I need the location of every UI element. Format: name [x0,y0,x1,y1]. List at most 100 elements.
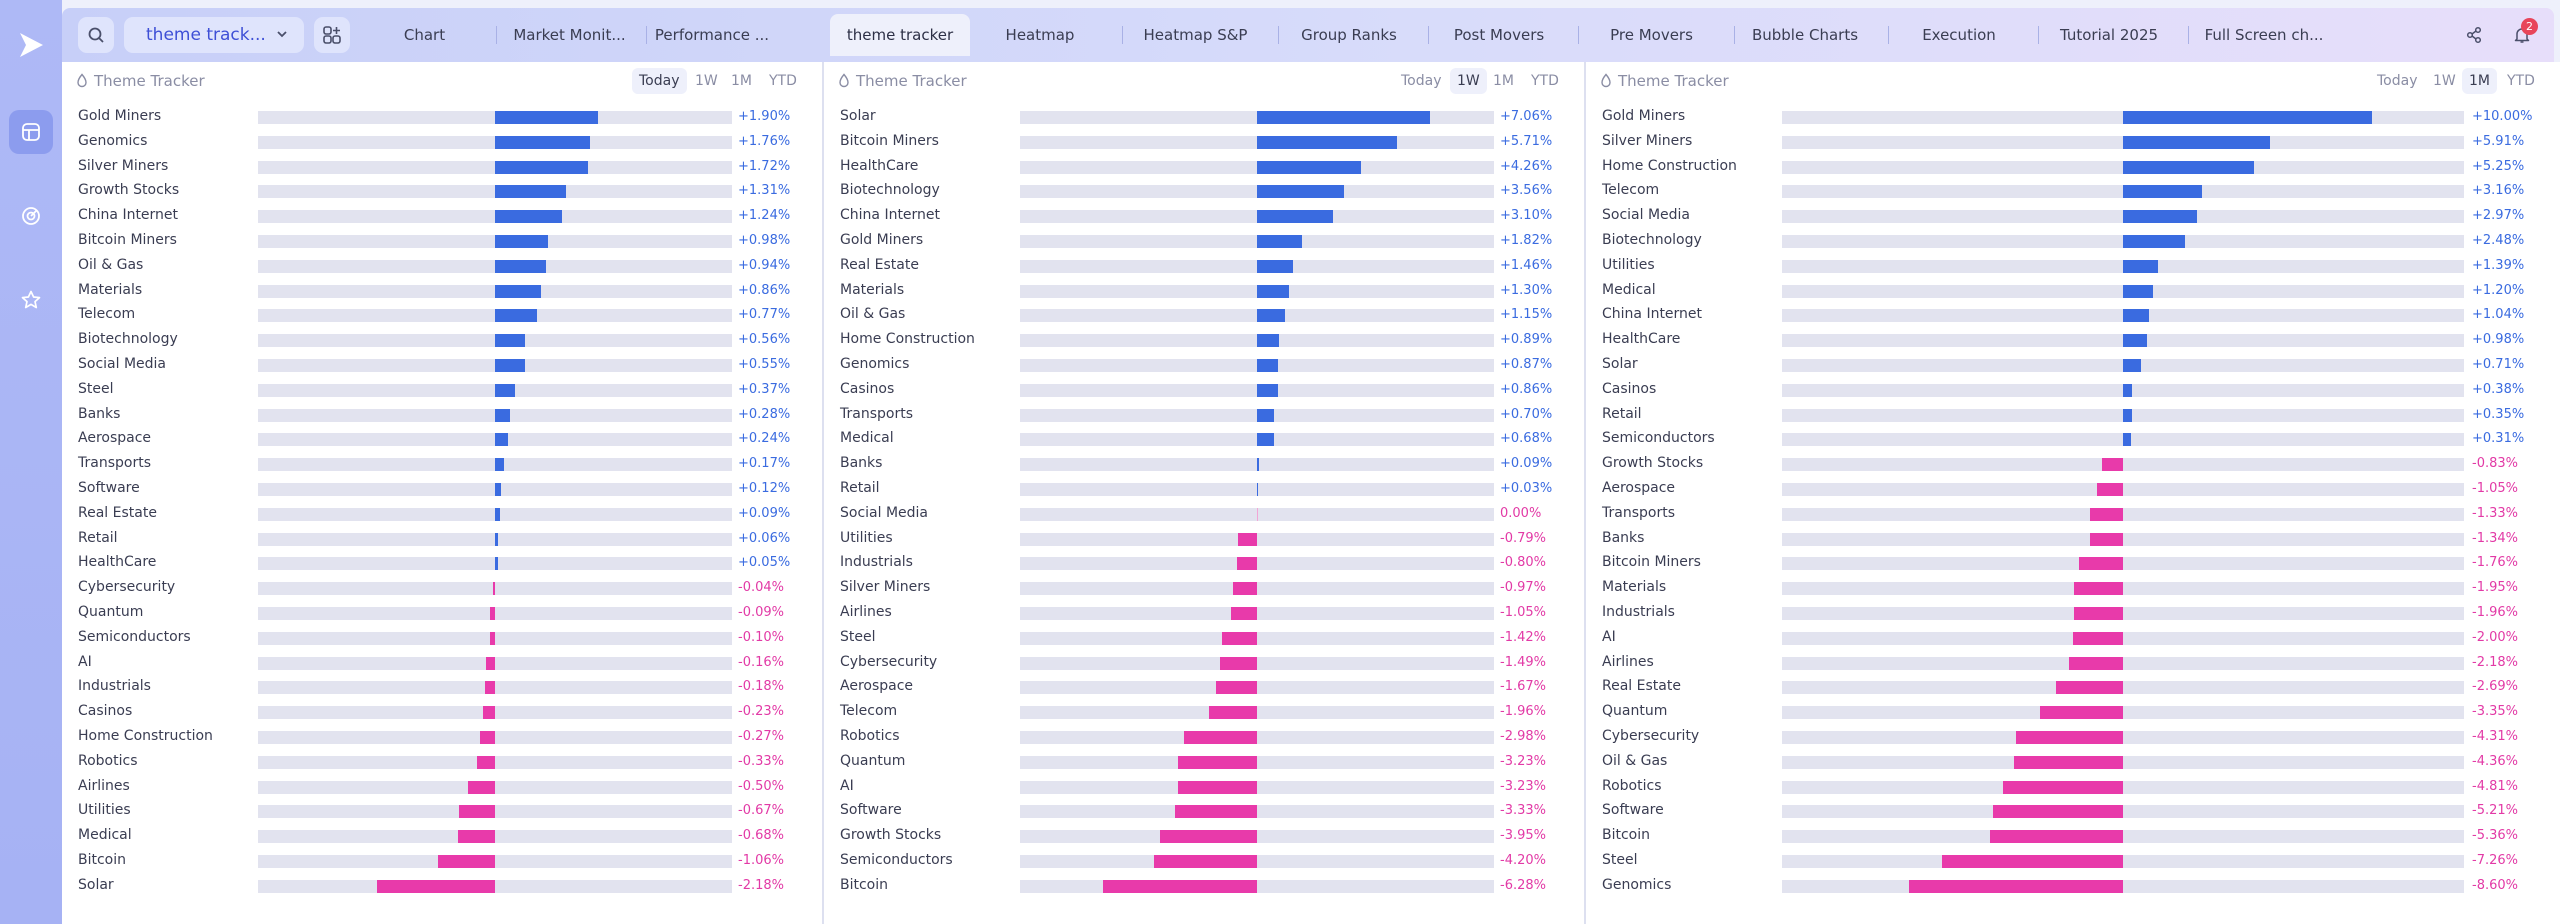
period-ytd-button[interactable]: YTD [769,73,797,89]
theme-row[interactable]: Software +0.12% [62,478,822,502]
theme-row[interactable]: Utilities +1.39% [1586,255,2560,279]
theme-row[interactable]: Semiconductors -4.20% [824,850,1584,874]
theme-row[interactable]: Banks +0.28% [62,404,822,428]
radar-nav-icon[interactable] [9,194,53,238]
period-1m-button[interactable]: 1M [2462,68,2497,94]
theme-row[interactable]: Oil & Gas -4.36% [1586,751,2560,775]
theme-row[interactable]: Transports +0.17% [62,453,822,477]
theme-row[interactable]: Solar +7.06% [824,106,1584,130]
theme-row[interactable]: Bitcoin Miners +5.71% [824,131,1584,155]
theme-row[interactable]: Social Media +2.97% [1586,205,2560,229]
notifications-button[interactable]: 2 [2504,17,2540,53]
theme-row[interactable]: Home Construction -0.27% [62,726,822,750]
theme-row[interactable]: Steel -1.42% [824,627,1584,651]
theme-row[interactable]: Banks +0.09% [824,453,1584,477]
theme-row[interactable]: Real Estate +0.09% [62,503,822,527]
theme-row[interactable]: China Internet +1.24% [62,205,822,229]
theme-row[interactable]: Retail +0.35% [1586,404,2560,428]
theme-row[interactable]: HealthCare +4.26% [824,156,1584,180]
theme-row[interactable]: Cybersecurity -4.31% [1586,726,2560,750]
period-today-button[interactable]: Today [1401,73,1442,89]
theme-row[interactable]: Medical -0.68% [62,825,822,849]
app-logo-icon[interactable] [16,30,46,60]
theme-row[interactable]: Robotics -0.33% [62,751,822,775]
period-today-button[interactable]: Today [2377,73,2418,89]
theme-row[interactable]: Biotechnology +3.56% [824,180,1584,204]
theme-row[interactable]: China Internet +1.04% [1586,304,2560,328]
theme-row[interactable]: Real Estate +1.46% [824,255,1584,279]
theme-row[interactable]: AI -3.23% [824,776,1584,800]
theme-row[interactable]: Telecom -1.96% [824,701,1584,725]
panel-divider[interactable] [822,62,824,924]
theme-row[interactable]: Silver Miners +5.91% [1586,131,2560,155]
period-1m-button[interactable]: 1M [1493,73,1514,89]
theme-row[interactable]: Telecom +0.77% [62,304,822,328]
theme-row[interactable]: Airlines -0.50% [62,776,822,800]
theme-row[interactable]: Cybersecurity -0.04% [62,577,822,601]
theme-row[interactable]: Solar +0.71% [1586,354,2560,378]
layout-button[interactable] [314,17,350,53]
theme-row[interactable]: Utilities -0.67% [62,800,822,824]
theme-row[interactable]: Utilities -0.79% [824,528,1584,552]
theme-row[interactable]: Quantum -0.09% [62,602,822,626]
theme-row[interactable]: Gold Miners +10.00% [1586,106,2560,130]
dashboard-nav-icon[interactable] [9,110,53,154]
theme-row[interactable]: Telecom +3.16% [1586,180,2560,204]
theme-row[interactable]: AI -2.00% [1586,627,2560,651]
theme-row[interactable]: Growth Stocks +1.31% [62,180,822,204]
theme-row[interactable]: Gold Miners +1.82% [824,230,1584,254]
theme-row[interactable]: Retail +0.06% [62,528,822,552]
theme-row[interactable]: Steel +0.37% [62,379,822,403]
theme-row[interactable]: Silver Miners +1.72% [62,156,822,180]
theme-row[interactable]: Airlines -2.18% [1586,652,2560,676]
theme-row[interactable]: Transports +0.70% [824,404,1584,428]
theme-row[interactable]: Software -5.21% [1586,800,2560,824]
tab-theme-tracker[interactable]: theme tracker [830,14,970,56]
theme-row[interactable]: Casinos +0.86% [824,379,1584,403]
theme-row[interactable]: Home Construction +0.89% [824,329,1584,353]
tab-pre-movers[interactable]: Pre Movers [1610,26,1693,44]
theme-row[interactable]: Bitcoin -1.06% [62,850,822,874]
theme-row[interactable]: Silver Miners -0.97% [824,577,1584,601]
theme-row[interactable]: Materials +0.86% [62,280,822,304]
tab-heatmap[interactable]: Heatmap [1005,26,1075,44]
star-nav-icon[interactable] [9,278,53,322]
theme-row[interactable]: Genomics -8.60% [1586,875,2560,899]
theme-row[interactable]: Aerospace -1.67% [824,676,1584,700]
theme-row[interactable]: Retail +0.03% [824,478,1584,502]
theme-row[interactable]: Software -3.33% [824,800,1584,824]
period-1w-button[interactable]: 1W [1450,68,1487,94]
theme-row[interactable]: Growth Stocks -3.95% [824,825,1584,849]
theme-row[interactable]: Medical +0.68% [824,428,1584,452]
tab-performance[interactable]: Performance ... [654,26,770,44]
theme-row[interactable]: Genomics +0.87% [824,354,1584,378]
theme-row[interactable]: Transports -1.33% [1586,503,2560,527]
theme-row[interactable]: Bitcoin Miners -1.76% [1586,552,2560,576]
theme-row[interactable]: Solar -2.18% [62,875,822,899]
theme-row[interactable]: Materials +1.30% [824,280,1584,304]
theme-row[interactable]: Aerospace -1.05% [1586,478,2560,502]
tab-post-movers[interactable]: Post Movers [1453,26,1545,44]
workspace-select[interactable]: theme track... [124,17,304,53]
theme-row[interactable]: Biotechnology +2.48% [1586,230,2560,254]
theme-row[interactable]: Casinos +0.38% [1586,379,2560,403]
theme-row[interactable]: Medical +1.20% [1586,280,2560,304]
theme-row[interactable]: Gold Miners +1.90% [62,106,822,130]
theme-row[interactable]: Quantum -3.35% [1586,701,2560,725]
theme-row[interactable]: Social Media +0.55% [62,354,822,378]
theme-row[interactable]: Banks -1.34% [1586,528,2560,552]
theme-row[interactable]: Cybersecurity -1.49% [824,652,1584,676]
theme-row[interactable]: Home Construction +5.25% [1586,156,2560,180]
panel-divider[interactable] [1584,62,1586,924]
theme-row[interactable]: Quantum -3.23% [824,751,1584,775]
search-button[interactable] [78,17,114,53]
share-button[interactable] [2456,17,2492,53]
theme-row[interactable]: Oil & Gas +1.15% [824,304,1584,328]
period-ytd-button[interactable]: YTD [2507,73,2535,89]
theme-row[interactable]: Aerospace +0.24% [62,428,822,452]
tab-full-screen-ch[interactable]: Full Screen ch... [2204,26,2324,44]
theme-row[interactable]: Biotechnology +0.56% [62,329,822,353]
tab-chart[interactable]: Chart [403,26,446,44]
theme-row[interactable]: Semiconductors +0.31% [1586,428,2560,452]
tab-bubble-charts[interactable]: Bubble Charts [1751,26,1859,44]
